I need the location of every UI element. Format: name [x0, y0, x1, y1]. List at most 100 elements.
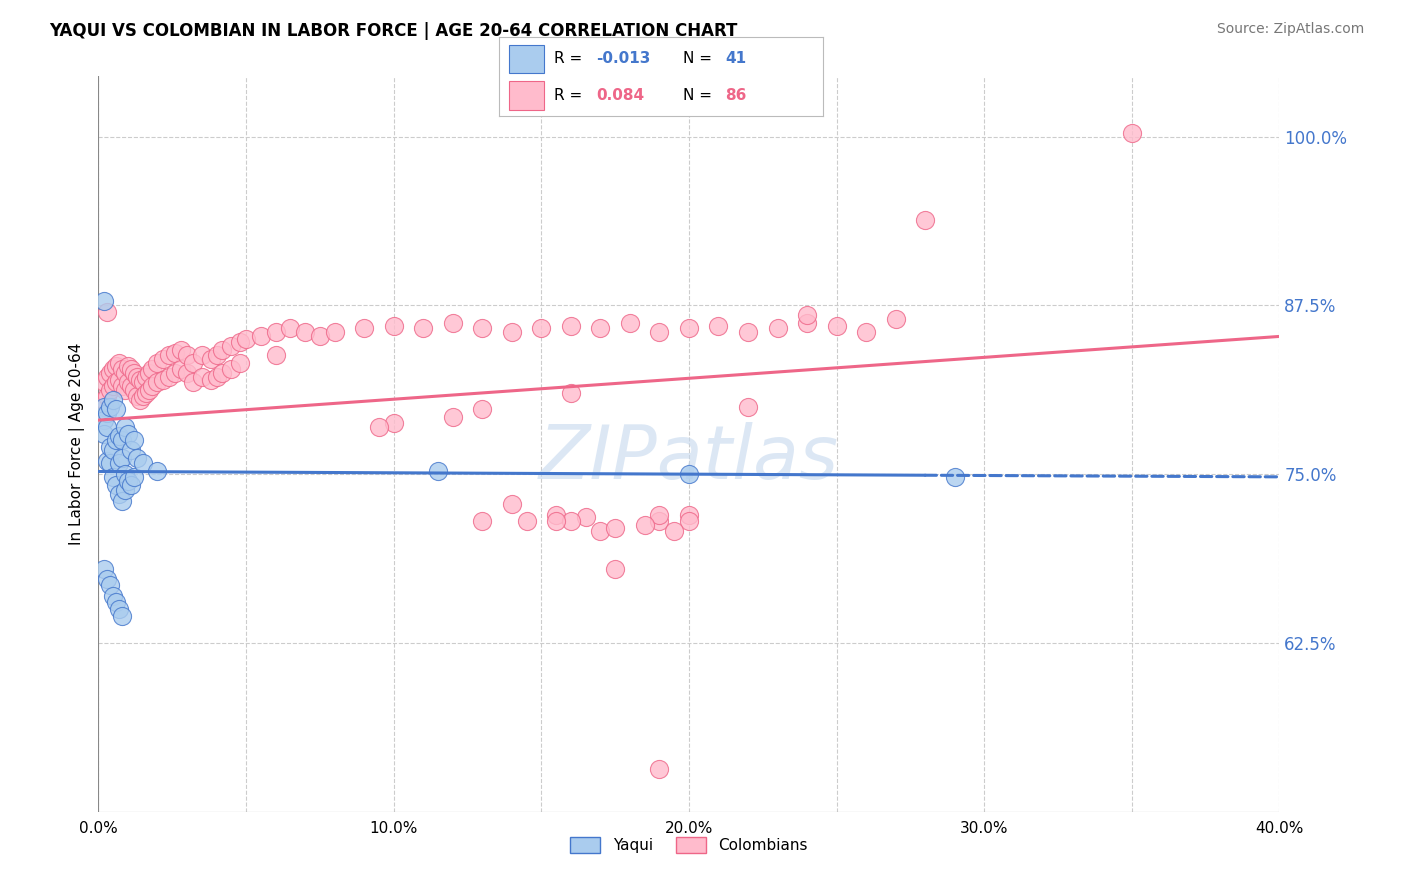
- Point: [165, 366, 187, 380]
- Point: [648, 326, 671, 340]
- Point: [105, 402, 128, 417]
- Point: [96, 453, 118, 467]
- Point: [117, 359, 139, 373]
- Point: [108, 602, 131, 616]
- Point: [943, 470, 966, 484]
- Point: [176, 348, 198, 362]
- Point: [105, 595, 128, 609]
- Point: [560, 318, 582, 333]
- Point: [546, 508, 568, 522]
- Point: [152, 352, 174, 367]
- Point: [146, 376, 169, 390]
- Point: [221, 361, 243, 376]
- Point: [98, 366, 121, 380]
- Point: [546, 515, 568, 529]
- Point: [103, 361, 125, 376]
- Point: [96, 389, 118, 403]
- Point: [211, 343, 233, 357]
- Point: [138, 366, 160, 380]
- Point: [125, 450, 148, 465]
- Point: [229, 356, 252, 370]
- Point: [98, 384, 121, 398]
- Point: [93, 562, 115, 576]
- Point: [471, 402, 494, 417]
- Point: [108, 429, 131, 443]
- Point: [825, 318, 848, 333]
- Point: [98, 440, 121, 454]
- Point: [141, 361, 163, 376]
- Point: [111, 494, 134, 508]
- Point: [117, 376, 139, 390]
- Text: Source: ZipAtlas.com: Source: ZipAtlas.com: [1216, 22, 1364, 37]
- Point: [211, 366, 233, 380]
- Point: [103, 392, 125, 407]
- Point: [111, 361, 134, 376]
- Point: [103, 379, 125, 393]
- Point: [96, 406, 118, 420]
- Point: [441, 410, 464, 425]
- Point: [125, 389, 148, 403]
- Point: [648, 762, 671, 776]
- Text: ZIPatlas: ZIPatlas: [538, 423, 839, 494]
- Point: [766, 321, 789, 335]
- Point: [114, 420, 136, 434]
- Point: [96, 573, 118, 587]
- Point: [93, 413, 115, 427]
- Point: [368, 420, 391, 434]
- Point: [264, 326, 287, 340]
- Point: [135, 370, 157, 384]
- Point: [117, 426, 139, 441]
- Point: [471, 515, 494, 529]
- Point: [205, 348, 228, 362]
- Text: 0.084: 0.084: [596, 88, 644, 103]
- Point: [471, 321, 494, 335]
- Point: [737, 326, 759, 340]
- Point: [605, 521, 627, 535]
- Point: [114, 366, 136, 380]
- Point: [146, 356, 169, 370]
- Point: [120, 361, 142, 376]
- Point: [353, 321, 375, 335]
- Point: [170, 361, 193, 376]
- Point: [235, 332, 257, 346]
- Point: [619, 316, 641, 330]
- Point: [120, 379, 142, 393]
- Point: [191, 348, 214, 362]
- Point: [589, 524, 612, 538]
- Point: [108, 456, 131, 470]
- Point: [96, 305, 118, 319]
- Point: [105, 376, 128, 390]
- Point: [501, 326, 523, 340]
- Point: [170, 343, 193, 357]
- Point: [157, 348, 180, 362]
- Point: [855, 326, 877, 340]
- Point: [382, 318, 405, 333]
- Point: [441, 316, 464, 330]
- Point: [560, 515, 582, 529]
- Point: [93, 294, 115, 309]
- Point: [796, 316, 818, 330]
- Point: [914, 213, 936, 227]
- Text: R =: R =: [554, 88, 582, 103]
- Point: [93, 426, 115, 441]
- Bar: [509, 45, 544, 73]
- Point: [678, 508, 700, 522]
- Point: [176, 366, 198, 380]
- Point: [707, 318, 730, 333]
- Point: [114, 467, 136, 482]
- Point: [111, 434, 134, 448]
- Point: [141, 379, 163, 393]
- Point: [181, 356, 204, 370]
- Point: [560, 386, 582, 401]
- Point: [181, 376, 204, 390]
- Point: [122, 384, 145, 398]
- Point: [105, 434, 128, 448]
- Point: [117, 474, 139, 488]
- Point: [294, 326, 316, 340]
- Point: [132, 376, 155, 390]
- Point: [678, 515, 700, 529]
- Point: [120, 478, 142, 492]
- Point: [105, 478, 128, 492]
- Text: 41: 41: [725, 51, 747, 66]
- Point: [135, 386, 157, 401]
